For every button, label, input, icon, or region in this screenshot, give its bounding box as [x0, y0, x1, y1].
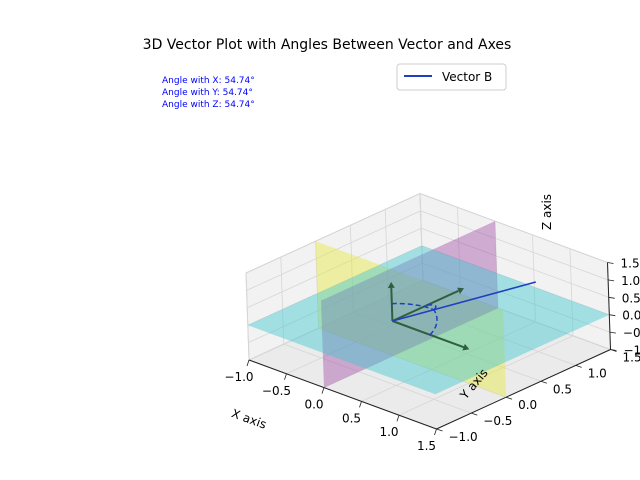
- grid-left-z: [248, 280, 424, 361]
- y-tick-mark: [471, 412, 478, 416]
- y-tick-mark: [540, 380, 548, 384]
- z-tick-label: 1.5: [621, 257, 640, 271]
- x-tick-label: −0.5: [262, 384, 291, 398]
- y-tick-mark: [610, 349, 617, 352]
- grid-left-z: [246, 210, 421, 291]
- grid-right-x: [532, 234, 536, 322]
- grid-right-z: [422, 262, 611, 333]
- angle-y-annotation: Angle with Y: 54.74°: [162, 88, 253, 98]
- angle-z-annotation: Angle with Z: 54.74°: [162, 100, 255, 110]
- x-tick-mark: [246, 359, 250, 367]
- z-tick-label: −0.5: [623, 326, 640, 340]
- grid-right-z: [420, 210, 609, 281]
- grid-floor-x: [361, 321, 536, 402]
- grid-left-z: [248, 262, 423, 343]
- y-tick-label: 1.0: [588, 366, 607, 380]
- grid-right-z: [419, 193, 608, 263]
- legend: Vector B: [396, 63, 507, 91]
- grid-floor-x: [398, 335, 574, 416]
- angle-arc-x: [429, 309, 438, 336]
- z-axis-label: Z axis: [540, 194, 554, 230]
- plane-xy: [247, 245, 610, 395]
- x-tick-mark: [284, 373, 287, 380]
- grid-right-z: [421, 227, 609, 298]
- z-tick-label: 0.0: [622, 309, 640, 323]
- z-axis-line: [607, 262, 611, 350]
- axis-arrow-head-0: [462, 343, 470, 351]
- grid-floor-y: [283, 343, 472, 414]
- grid-right-x: [494, 221, 499, 309]
- grid-left-y: [245, 272, 250, 361]
- grid-left-y: [280, 257, 285, 345]
- z-tick-label: −1.0: [624, 344, 640, 358]
- axis-arrow-2: [390, 287, 394, 322]
- y-tick-mark: [575, 365, 582, 368]
- legend-label-vector-b: Vector B: [442, 70, 492, 84]
- z-tick-mark: [607, 262, 614, 264]
- z-tick-mark: [609, 314, 616, 317]
- x-tick-label: 0.0: [304, 398, 323, 412]
- y-tick-label: 1.5: [623, 351, 640, 365]
- plane-xz: [315, 241, 507, 398]
- x-tick-label: 1.0: [379, 425, 398, 439]
- x-tick-mark: [321, 387, 325, 394]
- grid-floor-x: [323, 307, 499, 388]
- grid-left-z: [247, 245, 422, 326]
- y-tick-label: 0.5: [553, 382, 572, 396]
- z-tick-mark: [609, 331, 616, 334]
- grid-left-z: [247, 227, 422, 309]
- grid-floor-y: [353, 311, 542, 382]
- z-tick-label: 0.5: [622, 291, 640, 305]
- grid-left-y: [315, 241, 319, 329]
- grid-left-y: [350, 225, 354, 313]
- vector-b-line: [392, 281, 537, 322]
- grid-floor-x: [286, 293, 461, 375]
- z-tick-mark: [608, 279, 615, 282]
- angle-arc-y: [427, 304, 437, 311]
- x-tick-mark: [359, 401, 362, 408]
- grid-right-z: [421, 245, 610, 316]
- grid-left-z: [245, 193, 421, 274]
- grid-right-x: [457, 207, 461, 295]
- x-tick-label: 1.5: [417, 439, 436, 453]
- x-tick-mark: [396, 415, 400, 422]
- chart-title: 3D Vector Plot with Angles Between Vecto…: [143, 37, 512, 53]
- tick-labels: −1.0 −1.0 −1.0 −0.5 −0.5 −0.5 0.0 0.0 0.0 0.5 0.5 0…: [224, 257, 640, 454]
- y-tick-label: −0.5: [483, 414, 512, 428]
- axis-arrow-1: [391, 289, 459, 322]
- grid-left-y: [419, 193, 424, 281]
- y-axis-line: [436, 349, 611, 430]
- x-tick-label: 0.5: [342, 411, 361, 425]
- angle-x-annotation: Angle with X: 54.74°: [162, 76, 255, 86]
- x-axis-line: [248, 359, 437, 430]
- x-axis-label: X axis: [230, 406, 269, 431]
- axis-arrow-head-1: [457, 287, 464, 294]
- y-tick-label: −1.0: [449, 430, 478, 444]
- grid-right-x: [569, 248, 574, 336]
- grid-left-y: [384, 209, 389, 297]
- y-tick-mark: [505, 396, 513, 400]
- legend-frame: [396, 63, 507, 91]
- z-tick-label: 1.0: [621, 274, 640, 288]
- axis-arrow-head-2: [387, 281, 395, 289]
- x-tick-label: −1.0: [224, 370, 253, 384]
- grid-floor-y: [318, 327, 507, 398]
- z-tick-mark: [608, 296, 615, 299]
- y-tick-mark: [436, 428, 443, 432]
- y-tick-label: 0.0: [518, 398, 537, 412]
- x-tick-mark: [434, 428, 437, 436]
- axis-arrow-0: [392, 320, 465, 349]
- vectors: [387, 281, 537, 351]
